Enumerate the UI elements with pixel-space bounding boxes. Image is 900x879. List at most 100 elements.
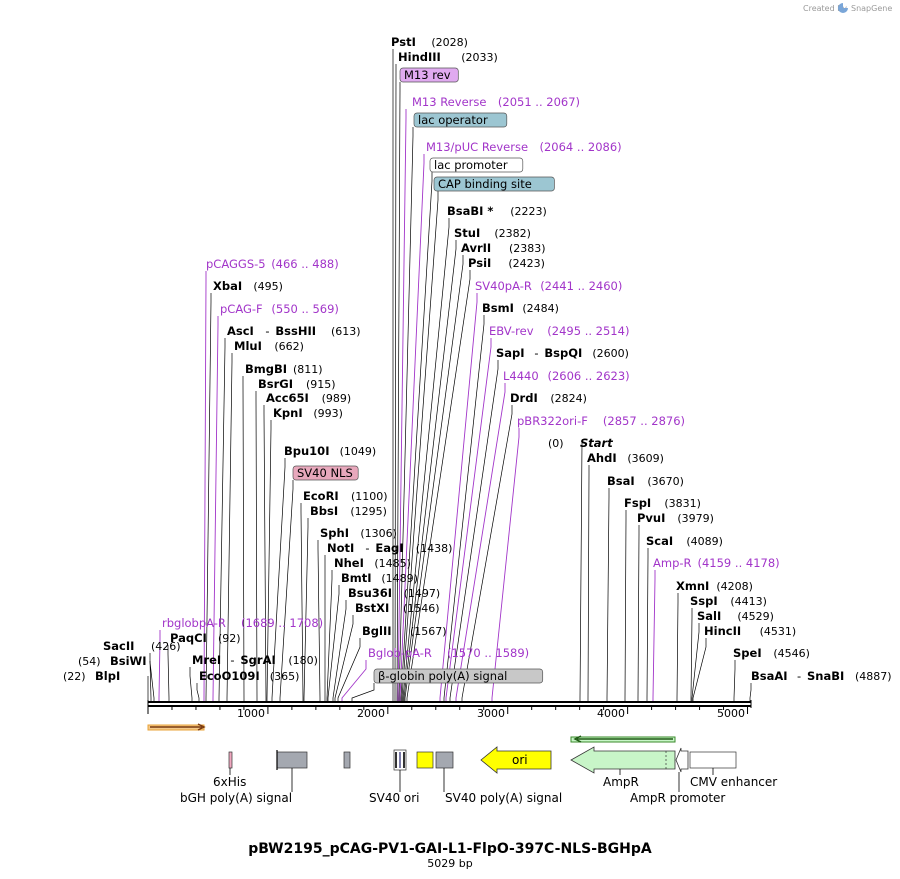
label-m13-puc-reverse[interactable]: M13/pUC Reverse (2064 .. 2086) xyxy=(426,140,622,154)
feature-ori-label: ori xyxy=(512,753,528,767)
label-m13-reverse[interactable]: M13 Reverse (2051 .. 2067) xyxy=(412,95,580,109)
label-name: BsaAI xyxy=(751,669,788,683)
label-sapi[interactable]: SapI - BspQI (2600) xyxy=(496,346,629,360)
label-rbglobpa-r[interactable]: rbglobpA-R (1689 .. 1708) xyxy=(162,616,323,630)
label-bmgbi[interactable]: BmgBI (811) xyxy=(245,362,323,376)
label-ecori[interactable]: EcoRI (1100) xyxy=(303,489,388,503)
label-hincii[interactable]: HincII (4531) xyxy=(704,624,796,638)
label-amp-r[interactable]: Amp-R (4159 .. 4178) xyxy=(653,556,780,570)
label-l4440[interactable]: L4440 (2606 .. 2623) xyxy=(503,369,630,383)
label-hindiii[interactable]: HindIII (2033) xyxy=(398,50,498,64)
label-xmni[interactable]: XmnI (4208) xyxy=(676,579,753,593)
feature-ori[interactable]: ori xyxy=(480,746,552,774)
label-name: BsaI xyxy=(607,474,635,488)
label-ahdi[interactable]: AhdI (3609) xyxy=(587,451,664,465)
label-psti[interactable]: PstI (2028) xyxy=(391,35,468,49)
label-psii[interactable]: PsiI (2423) xyxy=(468,256,545,270)
label-pbr322ori-f[interactable]: pBR322ori-F (2857 .. 2876) xyxy=(517,414,685,428)
label-ebv-rev[interactable]: EBV-rev (2495 .. 2514) xyxy=(489,324,629,338)
feature-cmv-enhancer[interactable] xyxy=(689,751,737,769)
feature-label-sv40-polya: SV40 poly(A) signal xyxy=(445,791,562,805)
leader-line xyxy=(317,540,321,701)
feature-ampr[interactable] xyxy=(570,746,676,774)
label-dash: - xyxy=(534,346,538,360)
label-noti[interactable]: NotI - EagI (1438) xyxy=(327,541,452,555)
label-bglob-pa-r[interactable]: Bglob-pA-R (1570 .. 1589) xyxy=(368,646,529,660)
label-pcaggs-5[interactable]: pCAGGS-5 (466 .. 488) xyxy=(206,257,339,271)
label-drdi[interactable]: DrdI (2824) xyxy=(510,391,587,405)
label-bsaai[interactable]: BsaAI - SnaBI (4887) xyxy=(751,669,892,683)
label-xbai[interactable]: XbaI (495) xyxy=(213,279,283,293)
label-kpni[interactable]: KpnI (993) xyxy=(273,406,343,420)
label-sphi[interactable]: SphI (1306) xyxy=(320,526,397,540)
leader-line xyxy=(443,315,485,701)
label-bsrgi[interactable]: BsrGI (915) xyxy=(258,377,336,391)
label-m13-rev[interactable]: M13 rev xyxy=(399,67,459,83)
label-acc65i[interactable]: Acc65I (989) xyxy=(266,391,351,405)
label-sali[interactable]: SalI (4529) xyxy=(697,609,774,623)
label-scai[interactable]: ScaI (4089) xyxy=(646,534,723,548)
feature-6xhis[interactable] xyxy=(228,751,233,769)
label-lac-operator[interactable]: lac operator xyxy=(413,112,508,128)
label-sspi[interactable]: SspI (4413) xyxy=(690,594,767,608)
label-position: (4208) xyxy=(716,580,753,593)
feature-ampr-promoter[interactable] xyxy=(675,747,689,773)
feature-sv40-ori[interactable] xyxy=(393,749,407,771)
label-name: AhdI xyxy=(587,451,617,465)
leader-line xyxy=(255,391,258,701)
sequence-backbone xyxy=(147,700,752,708)
label-position: (613) xyxy=(331,325,361,338)
label-box xyxy=(413,112,508,128)
label-fspi[interactable]: FspI (3831) xyxy=(624,496,701,510)
label-bglii[interactable]: BglII (1567) xyxy=(362,624,447,638)
label-sv40pa-r[interactable]: SV40pA-R (2441 .. 2460) xyxy=(475,279,622,293)
label-bsiwi[interactable]: (54) BsiWI xyxy=(78,654,147,668)
label-bsmi[interactable]: BsmI (2484) xyxy=(482,301,559,315)
label-pvui[interactable]: PvuI (3979) xyxy=(637,511,714,525)
label-cap-binding-site[interactable]: CAP binding site xyxy=(433,176,555,192)
label-mrei[interactable]: MreI - SgrAI (180) xyxy=(192,653,318,667)
label-bsabi[interactable]: BsaBI * (2223) xyxy=(447,204,547,218)
label-bpu10i[interactable]: Bpu10I (1049) xyxy=(284,444,376,458)
label-sv40-nls[interactable]: SV40 NLS xyxy=(292,465,359,481)
label-bsu36i[interactable]: Bsu36I (1497) xyxy=(348,586,440,600)
leader-line xyxy=(394,64,397,701)
label-name: pCAG-F xyxy=(220,302,263,316)
label-mlui[interactable]: MluI (662) xyxy=(234,339,304,353)
label-paqci[interactable]: PaqCI (92) xyxy=(170,631,241,645)
feature-small-grey[interactable] xyxy=(343,751,351,769)
label-box xyxy=(429,157,524,173)
label-position: (3609) xyxy=(627,452,664,465)
label-bbsi[interactable]: BbsI (1295) xyxy=(310,504,387,518)
label-position: (2600) xyxy=(592,347,629,360)
feature-sv40-polya[interactable] xyxy=(435,751,454,769)
leader-line xyxy=(646,548,649,701)
leader-line xyxy=(692,638,707,701)
label-bsai[interactable]: BsaI (3670) xyxy=(607,474,684,488)
label-globin-poly-a-signal[interactable]: β-globin poly(A) signal xyxy=(373,668,544,684)
label-name: SspI xyxy=(690,594,718,608)
label-position: (2382) xyxy=(494,227,531,240)
label-bstxi[interactable]: BstXI (1546) xyxy=(355,601,440,615)
label-name: BmgBI xyxy=(245,362,287,376)
label-name: BmtI xyxy=(341,571,372,585)
label-spei[interactable]: SpeI (4546) xyxy=(733,646,810,660)
label-ecoo109i[interactable]: EcoO109I (365) xyxy=(199,669,299,683)
label-sacii[interactable]: SacII (426) xyxy=(103,639,181,653)
label-position: (365) xyxy=(270,670,300,683)
label-bmti[interactable]: BmtI (1489) xyxy=(341,571,418,585)
label-start[interactable]: (0) Start xyxy=(548,436,613,450)
label-name: DrdI xyxy=(510,391,538,405)
leader-line xyxy=(341,660,367,701)
label-blpi[interactable]: (22) BlpI xyxy=(63,669,120,683)
label-nhei[interactable]: NheI (1485) xyxy=(334,556,411,570)
feature-bgh-polya[interactable] xyxy=(276,750,308,770)
label-avrii[interactable]: AvrII (2383) xyxy=(461,241,546,255)
feature-yellow-block[interactable] xyxy=(416,751,434,769)
label-pcag-f[interactable]: pCAG-F (550 .. 569) xyxy=(220,302,339,316)
label-asci[interactable]: AscI - BssHII (613) xyxy=(227,324,361,338)
label-name: BsmI xyxy=(482,301,514,315)
label-lac-promoter[interactable]: lac promoter xyxy=(429,157,524,173)
label-stui[interactable]: StuI (2382) xyxy=(454,226,531,240)
